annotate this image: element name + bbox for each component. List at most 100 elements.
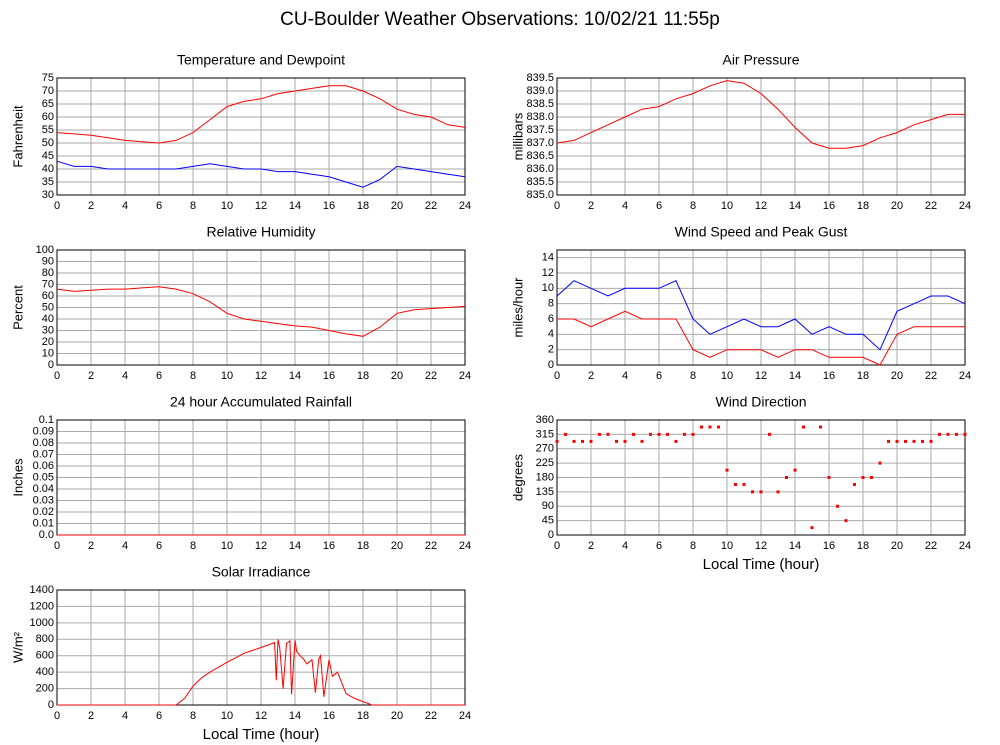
y-tick-label: 400 (36, 666, 54, 678)
y-tick-label: 836.5 (526, 150, 554, 162)
y-tick-label: 0.1 (39, 414, 54, 426)
y-tick-label: 0.03 (33, 494, 54, 506)
x-tick-label: 20 (391, 200, 403, 212)
y-tick-label: 80 (42, 267, 54, 279)
x-tick-label: 2 (88, 540, 94, 552)
plot-frame (56, 589, 466, 706)
data-point (793, 468, 797, 472)
x-tick-label: 10 (221, 710, 233, 722)
y-tick-label: 0.04 (33, 483, 54, 495)
y-tick-label: 135 (536, 486, 554, 498)
x-tick-label: 10 (721, 200, 733, 212)
x-tick-label: 16 (823, 200, 835, 212)
data-point (938, 432, 941, 436)
x-tick-label: 24 (459, 710, 471, 722)
panel: Relative HumidityPercent0102030405060708… (10, 224, 471, 382)
x-tick-label: 18 (857, 540, 869, 552)
data-point (861, 476, 865, 479)
x-tick-label: 20 (891, 540, 903, 552)
x-tick-label: 16 (323, 710, 335, 722)
data-point (700, 425, 703, 429)
x-tick-label: 16 (823, 370, 835, 382)
x-tick-label: 4 (122, 370, 128, 382)
data-point (887, 439, 890, 443)
y-tick-label: 0 (548, 529, 554, 541)
x-axis-label: Local Time (hour) (203, 726, 320, 743)
y-tick-label: 315 (536, 428, 554, 440)
x-tick-label: 8 (690, 370, 696, 382)
data-point (632, 432, 635, 436)
data-point (589, 439, 593, 443)
x-tick-label: 4 (122, 200, 128, 212)
data-point (802, 425, 805, 429)
data-point (734, 483, 737, 487)
data-point (844, 519, 848, 523)
plot-frame (56, 249, 466, 366)
x-tick-label: 24 (959, 200, 971, 212)
x-tick-label: 10 (721, 370, 733, 382)
x-tick-label: 2 (588, 200, 594, 212)
y-tick-label: 600 (36, 650, 54, 662)
x-tick-label: 18 (357, 710, 369, 722)
data-point (751, 490, 754, 494)
data-point (776, 490, 780, 494)
y-tick-label: 60 (42, 290, 54, 302)
y-tick-label: 2 (548, 344, 554, 356)
x-tick-label: 18 (857, 200, 869, 212)
y-tick-label: 0.09 (33, 425, 54, 437)
y-tick-label: 0 (48, 359, 54, 371)
x-tick-label: 4 (622, 540, 628, 552)
x-tick-label: 22 (425, 200, 437, 212)
panel: Air Pressure millibars 835.0835.5836.0836.… (510, 52, 971, 212)
y-tick-label: 60 (42, 111, 54, 123)
data-point (759, 490, 763, 494)
y-tick-label: 50 (42, 301, 54, 313)
x-tick-label: 4 (122, 710, 128, 722)
x-tick-label: 0 (54, 540, 60, 552)
x-tick-label: 14 (289, 370, 301, 382)
x-tick-label: 14 (789, 540, 801, 552)
x-tick-label: 0 (554, 370, 560, 382)
plot-frame (556, 249, 966, 366)
y-tick-label: 1400 (30, 584, 54, 596)
data-point (657, 432, 661, 436)
x-tick-label: 8 (190, 710, 196, 722)
data-point (963, 432, 967, 436)
panel: Temperature and DewpointFahrenheit303540… (10, 52, 471, 212)
x-tick-label: 14 (789, 200, 801, 212)
y-tick-label: 10 (542, 282, 554, 294)
x-axis-label: Local Time (hour) (703, 556, 820, 573)
y-tick-label: 839.0 (526, 85, 554, 97)
data-point (827, 476, 831, 479)
x-tick-label: 6 (156, 540, 162, 552)
x-tick-label: 20 (391, 540, 403, 552)
y-tick-label: 0 (48, 699, 54, 711)
data-point (649, 432, 652, 436)
y-tick-label: 50 (42, 137, 54, 149)
y-axis-label: Percent (10, 285, 25, 330)
x-tick-label: 12 (755, 200, 767, 212)
data-point (870, 476, 873, 479)
y-tick-label: 6 (548, 313, 554, 325)
x-tick-label: 18 (357, 370, 369, 382)
plot-frame (556, 419, 966, 536)
panel-title: Air Pressure (722, 52, 799, 68)
x-tick-label: 8 (190, 200, 196, 212)
data-point (810, 526, 814, 530)
x-tick-label: 14 (289, 540, 301, 552)
x-tick-label: 10 (721, 540, 733, 552)
x-tick-label: 14 (789, 370, 801, 382)
x-tick-label: 12 (255, 710, 267, 722)
x-tick-label: 6 (156, 710, 162, 722)
x-tick-label: 16 (323, 540, 335, 552)
x-tick-label: 22 (425, 370, 437, 382)
y-tick-label: 10 (42, 347, 54, 359)
x-tick-label: 24 (459, 200, 471, 212)
x-tick-label: 0 (554, 200, 560, 212)
data-line (556, 280, 966, 351)
y-tick-label: 70 (42, 278, 54, 290)
y-axis-label: Fahrenheit (10, 105, 25, 168)
y-tick-label: 14 (542, 252, 554, 264)
data-point (572, 439, 576, 443)
